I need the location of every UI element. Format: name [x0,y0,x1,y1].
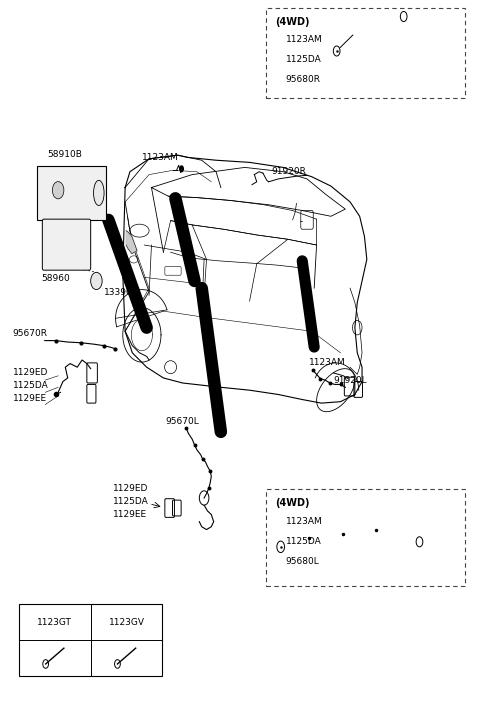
Text: 91920R: 91920R [271,167,306,176]
Text: 1123AM: 1123AM [286,517,322,526]
Text: 1125DA: 1125DA [286,55,321,64]
Text: 95680L: 95680L [286,557,319,566]
Text: 95680R: 95680R [286,76,321,84]
Text: 1123GV: 1123GV [108,618,144,627]
Text: 1125DA: 1125DA [113,497,149,506]
Text: (4WD): (4WD) [275,498,310,508]
Text: 1129EE: 1129EE [12,394,47,403]
Bar [19,604,162,676]
Text: 1129ED: 1129ED [12,368,48,377]
Circle shape [179,166,184,173]
Text: 1123GT: 1123GT [37,618,72,627]
Text: 1125DA: 1125DA [12,381,48,390]
Text: 58910B: 58910B [47,150,82,159]
Text: (4WD): (4WD) [275,17,310,27]
Text: 1123AM: 1123AM [286,35,322,44]
Bar [36,166,106,220]
Text: 1123AM: 1123AM [142,153,179,162]
Text: 1123AM: 1123AM [310,358,346,367]
Text: 1339GA: 1339GA [104,288,140,297]
Text: 1129ED: 1129ED [113,484,148,493]
FancyBboxPatch shape [42,219,91,270]
Text: 58960: 58960 [41,274,70,283]
Text: 95670L: 95670L [166,417,200,426]
Ellipse shape [94,180,104,205]
Circle shape [52,181,64,199]
Text: 1125DA: 1125DA [286,537,321,546]
FancyBboxPatch shape [266,490,465,586]
Circle shape [91,272,102,289]
Polygon shape [126,230,137,253]
FancyBboxPatch shape [266,8,465,98]
Text: 91920L: 91920L [333,376,367,385]
Text: 1129EE: 1129EE [113,510,147,519]
Text: 95670R: 95670R [12,330,48,338]
